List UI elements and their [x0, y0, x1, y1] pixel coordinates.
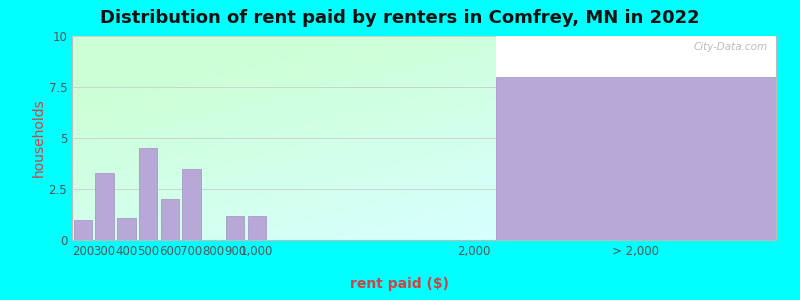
- Bar: [139, 148, 158, 240]
- Bar: [74, 220, 92, 240]
- Bar: [95, 173, 114, 240]
- Bar: [226, 215, 244, 240]
- Bar: [496, 36, 776, 77]
- Text: rent paid ($): rent paid ($): [350, 277, 450, 291]
- Text: Distribution of rent paid by renters in Comfrey, MN in 2022: Distribution of rent paid by renters in …: [100, 9, 700, 27]
- Bar: [182, 169, 201, 240]
- Bar: [247, 215, 266, 240]
- Bar: [161, 199, 179, 240]
- Text: City-Data.com: City-Data.com: [694, 42, 767, 52]
- Y-axis label: households: households: [32, 99, 46, 177]
- Bar: [117, 218, 135, 240]
- Bar: [496, 77, 776, 240]
